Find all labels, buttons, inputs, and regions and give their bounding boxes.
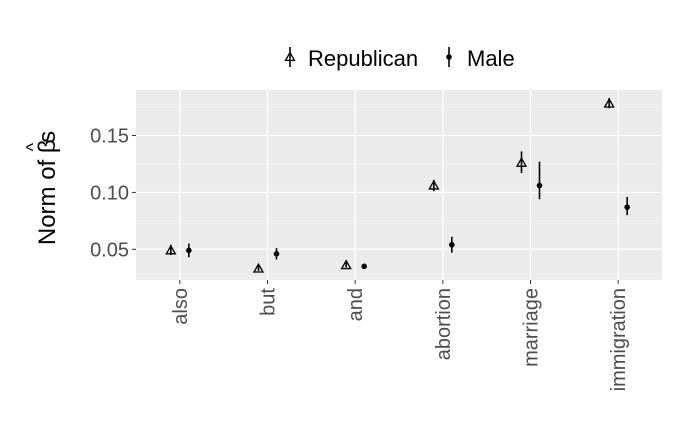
y-axis-title: Norm of β^s (23, 131, 61, 245)
x-tick-label-but: but (258, 288, 280, 316)
x-tick-label-and: and (345, 288, 367, 321)
y-axis: 0.05 0.10 0.15 (90, 126, 136, 261)
point-republican-marriage (515, 157, 528, 167)
data-marks (165, 97, 630, 273)
point-republican-but (252, 262, 265, 273)
grid-lines (136, 90, 662, 280)
point-republican-and (340, 259, 352, 270)
point-republican-abortion (428, 179, 440, 190)
y-axis-title-symbol: β (34, 139, 61, 153)
y-tick-label: 0.05 (90, 239, 129, 261)
legend-item-republican: Republican (284, 46, 418, 71)
legend-key-marker (446, 54, 452, 60)
legend-key-male (446, 47, 452, 67)
point-male-immigration (624, 204, 630, 210)
point-republican-also (165, 244, 177, 255)
x-tick-label-marriage: marriage (521, 288, 543, 367)
point-male-marriage (536, 182, 543, 189)
point-male-but (273, 251, 280, 257)
x-tick-label-also: also (170, 288, 192, 325)
legend: Republican Male (284, 46, 515, 71)
point-republican-immigration (603, 97, 615, 108)
point-male-abortion (449, 241, 455, 248)
y-axis-title-suffix: s (34, 131, 61, 143)
x-tick-label-abortion: abortion (433, 288, 455, 360)
point-male-and (361, 263, 367, 270)
legend-item-male: Male (446, 46, 515, 71)
plot-panel (136, 90, 662, 280)
legend-key-republican (284, 47, 296, 67)
svg-text:Norm of β^s: Norm of β^s (23, 131, 61, 245)
legend-label-male: Male (467, 46, 515, 71)
point-male-also (186, 247, 192, 254)
x-axis: also but and abortion marriage immigration (170, 280, 630, 391)
y-tick-label: 0.15 (90, 126, 129, 148)
x-tick-label-immigration: immigration (608, 288, 630, 391)
y-tick-label: 0.10 (90, 182, 129, 204)
y-axis-title-prefix: Norm of (34, 153, 61, 245)
legend-label-republican: Republican (308, 46, 418, 71)
legend-key-marker (284, 51, 296, 62)
y-axis-title-hat: ^ (23, 142, 43, 151)
